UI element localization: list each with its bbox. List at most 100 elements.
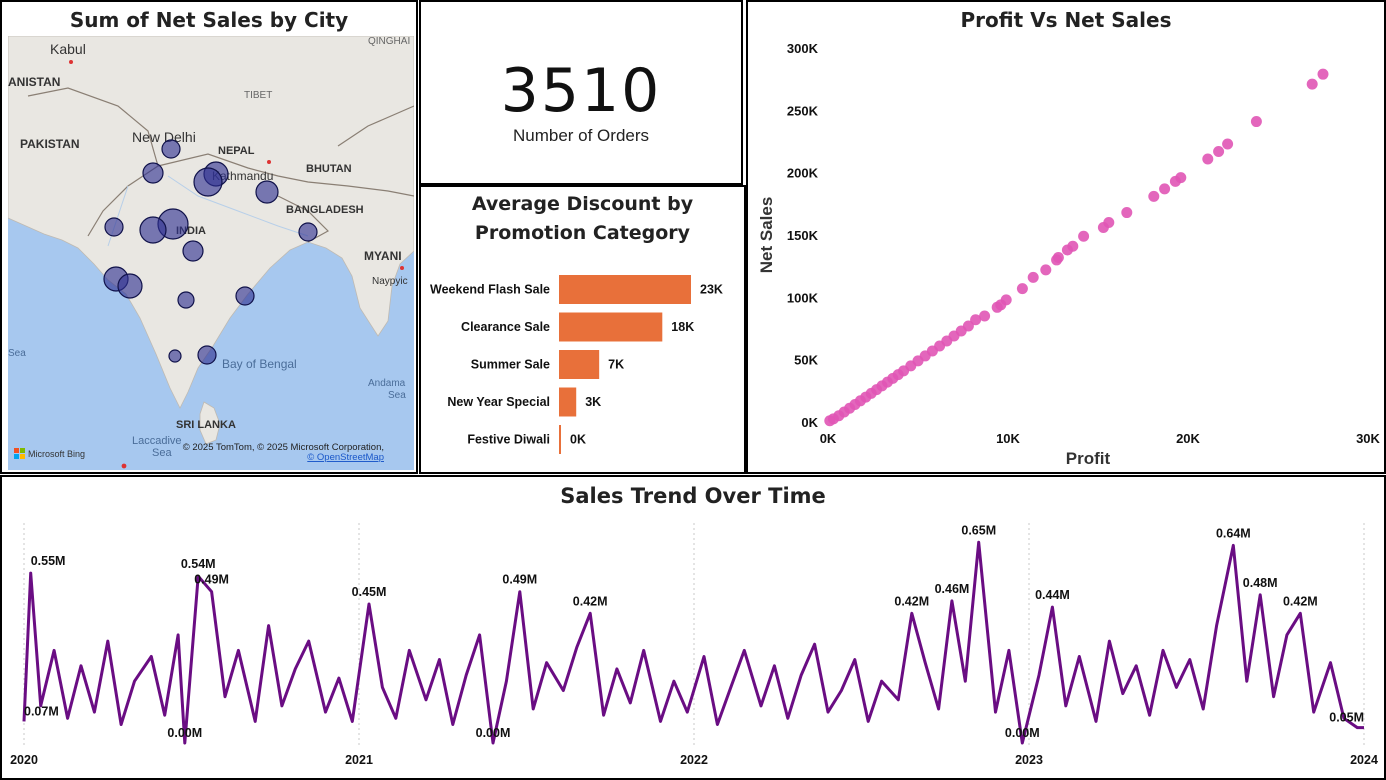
map-labels: Kabul QINGHAI ANISTAN TIBET PAKISTAN New… bbox=[8, 36, 410, 459]
scatter-title: Profit Vs Net Sales bbox=[960, 8, 1172, 32]
label-andaman-2: Sea bbox=[388, 390, 406, 401]
label-arabian-sea: Sea bbox=[8, 348, 26, 359]
bar-data-label: 23K bbox=[700, 283, 723, 297]
capital-dot bbox=[267, 160, 271, 164]
label-afghanistan: ANISTAN bbox=[8, 75, 60, 89]
label-tibet: TIBET bbox=[244, 90, 272, 101]
kpi-label: Number of Orders bbox=[512, 126, 650, 145]
map-borders bbox=[27, 87, 414, 243]
bing-logo-icon bbox=[20, 448, 25, 453]
line-data-label: 0.49M bbox=[194, 573, 229, 587]
scatter-point bbox=[1121, 207, 1133, 219]
sri-lanka-land bbox=[199, 401, 221, 445]
scatter-point bbox=[1169, 175, 1181, 187]
bar-data-label: 3K bbox=[585, 395, 601, 409]
bing-logo-icon bbox=[14, 454, 19, 459]
city-bubble bbox=[235, 286, 255, 306]
y-tick-label: 0K bbox=[801, 415, 818, 430]
scatter-point bbox=[1148, 190, 1160, 202]
bar-category-label: Festive Diwali bbox=[467, 433, 550, 447]
label-naypyidaw: Naypyic bbox=[372, 276, 408, 287]
label-bangladesh: BANGLADESH bbox=[286, 204, 364, 216]
scatter-point bbox=[824, 415, 836, 427]
discount-title-line2: Promotion Category bbox=[474, 222, 691, 244]
map-land bbox=[8, 36, 414, 409]
line-data-label: 0.49M bbox=[502, 573, 537, 587]
scatter-point bbox=[979, 310, 991, 322]
x-tick-label: 20K bbox=[1176, 431, 1200, 446]
bing-logo-icon bbox=[14, 448, 19, 453]
scatter-point bbox=[1213, 145, 1225, 157]
line-data-label: 0.45M bbox=[352, 585, 387, 599]
line-data-label: 0.64M bbox=[1216, 526, 1251, 540]
city-bubble bbox=[193, 167, 223, 197]
line-data-label: 0.46M bbox=[935, 582, 970, 596]
kpi-card: 3510 Number of Orders bbox=[419, 0, 743, 185]
scatter-point bbox=[1159, 183, 1171, 195]
discount-panel: Average Discount by Promotion Category W… bbox=[419, 185, 746, 474]
line-data-label: 0.07M bbox=[24, 704, 59, 718]
line-data-label: 0.05M bbox=[1329, 711, 1364, 725]
city-bubble bbox=[142, 162, 164, 184]
line-data-label: 0.42M bbox=[573, 594, 608, 608]
y-tick-label: 300K bbox=[787, 41, 819, 56]
scatter-panel: Profit Vs Net Sales 0K 50K 100K 150K 200K 250… bbox=[746, 0, 1386, 474]
bar-category-label: Clearance Sale bbox=[461, 320, 550, 334]
bing-logo: Microsoft Bing bbox=[14, 448, 85, 459]
map-attribution-link[interactable]: © OpenStreetMap bbox=[307, 452, 384, 463]
x-tick-label: 10K bbox=[996, 431, 1020, 446]
discount-bar-chart: Weekend Flash Sale 23K Clearance Sale 18K Su… bbox=[430, 275, 723, 454]
scatter-point bbox=[1027, 271, 1039, 283]
scatter-point bbox=[970, 314, 982, 326]
line-data-label: 0.44M bbox=[1035, 588, 1070, 602]
label-andaman: Andama bbox=[368, 378, 406, 389]
x-tick-label: 0K bbox=[820, 431, 837, 446]
label-bhutan: BHUTAN bbox=[306, 163, 352, 175]
scatter-point bbox=[1051, 254, 1063, 266]
scatter-point bbox=[991, 301, 1003, 313]
bar-data-label: 7K bbox=[608, 358, 624, 372]
y-tick-label: 150K bbox=[787, 228, 819, 243]
label-bay-of-bengal: Bay of Bengal bbox=[222, 357, 297, 371]
discount-title-line1: Average Discount by bbox=[471, 193, 694, 215]
scatter-point bbox=[1202, 153, 1214, 165]
bar-category-label: New Year Special bbox=[447, 395, 550, 409]
y-axis-label: Net Sales bbox=[757, 197, 776, 274]
trend-line bbox=[22, 540, 1364, 745]
scatter-point bbox=[1097, 222, 1109, 234]
x-tick-label: 2024 bbox=[1350, 753, 1378, 767]
line-data-label: 0.00M bbox=[1005, 726, 1040, 740]
city-bubble bbox=[298, 222, 318, 242]
label-nepal: NEPAL bbox=[218, 145, 255, 157]
city-bubble bbox=[168, 349, 182, 363]
bar bbox=[559, 350, 600, 379]
x-tick-label: 2022 bbox=[680, 753, 708, 767]
label-myanmar: MYANI bbox=[364, 249, 402, 263]
bing-logo-text: Microsoft Bing bbox=[28, 449, 85, 459]
city-bubble bbox=[177, 291, 195, 309]
city-bubble bbox=[117, 273, 143, 299]
label-qinghai: QINGHAI bbox=[368, 36, 410, 47]
x-tick-label: 2020 bbox=[10, 753, 38, 767]
line-data-label: 0.55M bbox=[31, 554, 66, 568]
y-tick-label: 50K bbox=[794, 353, 818, 368]
map-attribution: © 2025 TomTom, © 2025 Microsoft Corporat… bbox=[183, 442, 384, 453]
y-tick-label: 200K bbox=[787, 166, 819, 181]
bar-data-label: 18K bbox=[671, 320, 694, 334]
label-kabul: Kabul bbox=[50, 41, 86, 57]
trend-panel: Sales Trend Over Time 2020 2021 2022 2023 20… bbox=[0, 475, 1386, 780]
bar-category-label: Weekend Flash Sale bbox=[430, 283, 550, 297]
scatter-point bbox=[1250, 116, 1262, 128]
map-panel: Sum of Net Sales by City Kabul QINGHAI A… bbox=[0, 0, 418, 474]
label-pakistan: PAKISTAN bbox=[20, 137, 80, 151]
scatter-point bbox=[1040, 264, 1052, 276]
city-bubble bbox=[139, 216, 167, 244]
capital-dot bbox=[121, 463, 127, 469]
y-tick-label: 250K bbox=[787, 103, 819, 118]
city-bubbles[interactable] bbox=[103, 139, 318, 365]
label-laccadive: Laccadive bbox=[132, 435, 182, 447]
capital-dot bbox=[69, 60, 73, 64]
bar bbox=[559, 275, 691, 304]
map-canvas[interactable]: Kabul QINGHAI ANISTAN TIBET PAKISTAN New… bbox=[8, 36, 414, 470]
scatter-point bbox=[1078, 230, 1090, 242]
